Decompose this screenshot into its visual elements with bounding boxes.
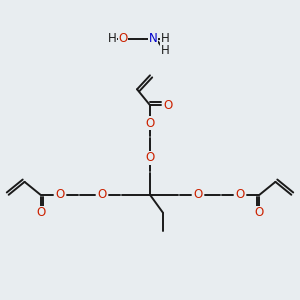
- Text: H: H: [160, 32, 169, 45]
- Text: O: O: [146, 117, 154, 130]
- Text: H: H: [160, 44, 169, 57]
- Text: O: O: [56, 188, 65, 201]
- Text: O: O: [235, 188, 244, 201]
- Text: O: O: [163, 99, 172, 112]
- Text: O: O: [98, 188, 107, 201]
- Text: O: O: [193, 188, 203, 201]
- Text: O: O: [118, 32, 128, 45]
- Text: H: H: [108, 32, 117, 45]
- Text: O: O: [36, 206, 45, 219]
- Text: N: N: [148, 32, 158, 45]
- Text: O: O: [146, 152, 154, 164]
- Text: O: O: [255, 206, 264, 219]
